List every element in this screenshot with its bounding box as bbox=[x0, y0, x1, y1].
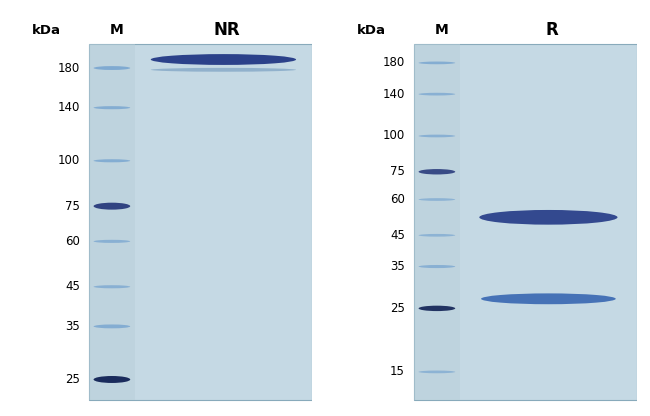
Text: 45: 45 bbox=[390, 229, 405, 242]
Text: 60: 60 bbox=[65, 235, 80, 248]
Text: 35: 35 bbox=[65, 320, 80, 333]
Bar bbox=[414, 44, 460, 400]
Text: 25: 25 bbox=[390, 302, 405, 315]
Bar bbox=[414, 44, 637, 400]
Bar bbox=[89, 44, 135, 400]
Ellipse shape bbox=[419, 93, 455, 96]
Ellipse shape bbox=[419, 265, 455, 268]
Ellipse shape bbox=[94, 106, 130, 109]
Text: kDa: kDa bbox=[32, 24, 60, 37]
Ellipse shape bbox=[94, 159, 130, 162]
Ellipse shape bbox=[94, 285, 130, 288]
Ellipse shape bbox=[419, 169, 455, 174]
Text: 180: 180 bbox=[58, 62, 80, 74]
Text: M: M bbox=[435, 23, 448, 37]
Ellipse shape bbox=[479, 210, 618, 225]
Text: M: M bbox=[110, 23, 124, 37]
Text: NR: NR bbox=[213, 21, 240, 39]
Ellipse shape bbox=[151, 54, 296, 65]
Ellipse shape bbox=[94, 324, 130, 328]
Text: 140: 140 bbox=[57, 101, 80, 114]
Text: 140: 140 bbox=[382, 88, 405, 101]
Text: R: R bbox=[545, 21, 558, 39]
Text: 100: 100 bbox=[58, 154, 80, 167]
Ellipse shape bbox=[94, 376, 130, 383]
Text: 15: 15 bbox=[390, 365, 405, 379]
Ellipse shape bbox=[419, 306, 455, 311]
Ellipse shape bbox=[94, 240, 130, 243]
Ellipse shape bbox=[419, 62, 455, 64]
Text: 180: 180 bbox=[383, 57, 405, 69]
Ellipse shape bbox=[94, 66, 130, 70]
Text: 75: 75 bbox=[65, 200, 80, 213]
Ellipse shape bbox=[419, 135, 455, 137]
Ellipse shape bbox=[481, 293, 616, 304]
Bar bbox=[89, 44, 312, 400]
Text: 75: 75 bbox=[390, 165, 405, 178]
Ellipse shape bbox=[94, 203, 130, 210]
Text: 35: 35 bbox=[390, 260, 405, 273]
Text: 100: 100 bbox=[383, 129, 405, 143]
Ellipse shape bbox=[419, 371, 455, 373]
Text: 45: 45 bbox=[65, 280, 80, 293]
Ellipse shape bbox=[419, 234, 455, 237]
Ellipse shape bbox=[419, 198, 455, 201]
Text: 25: 25 bbox=[65, 373, 80, 386]
Text: 60: 60 bbox=[390, 193, 405, 206]
Ellipse shape bbox=[151, 68, 296, 72]
Text: kDa: kDa bbox=[357, 24, 385, 37]
